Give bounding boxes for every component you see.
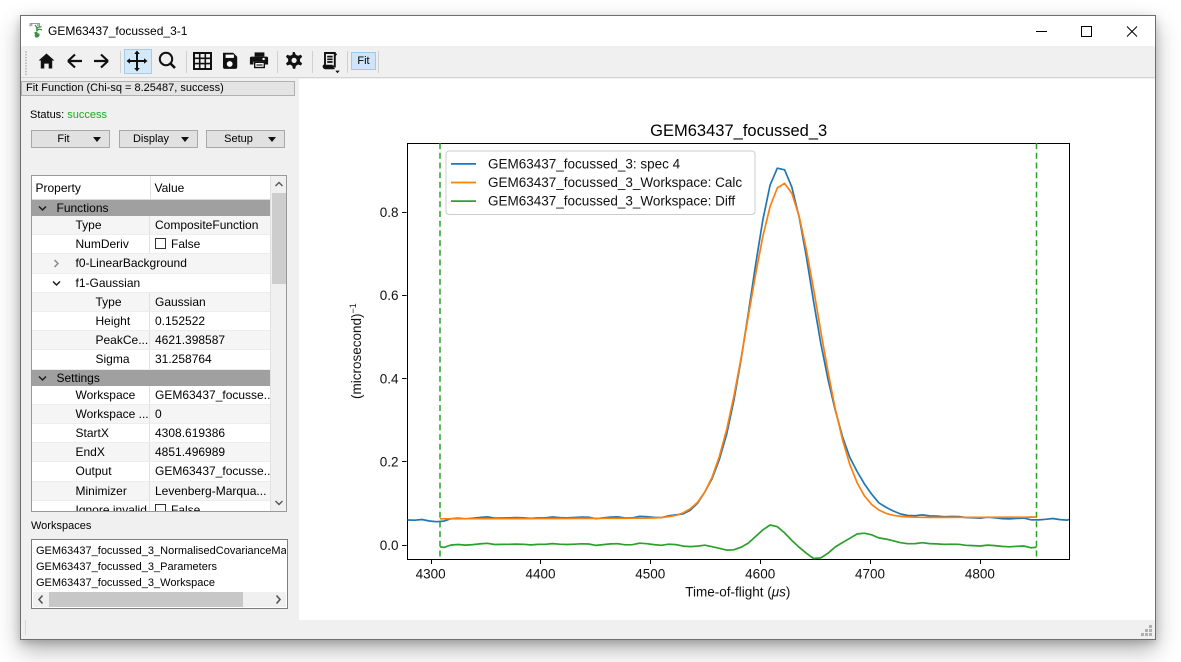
- svg-text:4400: 4400: [525, 567, 555, 582]
- svg-text:0.8: 0.8: [380, 205, 399, 220]
- svg-text:GEM63437_focussed_3: spec 4: GEM63437_focussed_3: spec 4: [488, 156, 681, 171]
- svg-text:0.0: 0.0: [380, 538, 399, 553]
- svg-text:GEM63437_focussed_3: GEM63437_focussed_3: [650, 122, 827, 140]
- svg-text:Time-of-flight (μs): Time-of-flight (μs): [685, 585, 790, 600]
- svg-text:GEM63437_focussed_3_Workspace:: GEM63437_focussed_3_Workspace: Calc: [488, 175, 742, 190]
- svg-text:(microsecond)−1: (microsecond)−1: [348, 303, 364, 399]
- svg-text:GEM63437_focussed_3_Workspace:: GEM63437_focussed_3_Workspace: Diff: [488, 194, 735, 209]
- svg-text:4600: 4600: [745, 567, 775, 582]
- svg-text:4300: 4300: [416, 567, 446, 582]
- svg-text:4800: 4800: [965, 567, 995, 582]
- svg-text:0.2: 0.2: [380, 455, 399, 470]
- svg-text:0.6: 0.6: [380, 288, 399, 303]
- svg-text:4700: 4700: [855, 567, 885, 582]
- svg-text:4500: 4500: [635, 567, 665, 582]
- svg-text:0.4: 0.4: [380, 371, 399, 386]
